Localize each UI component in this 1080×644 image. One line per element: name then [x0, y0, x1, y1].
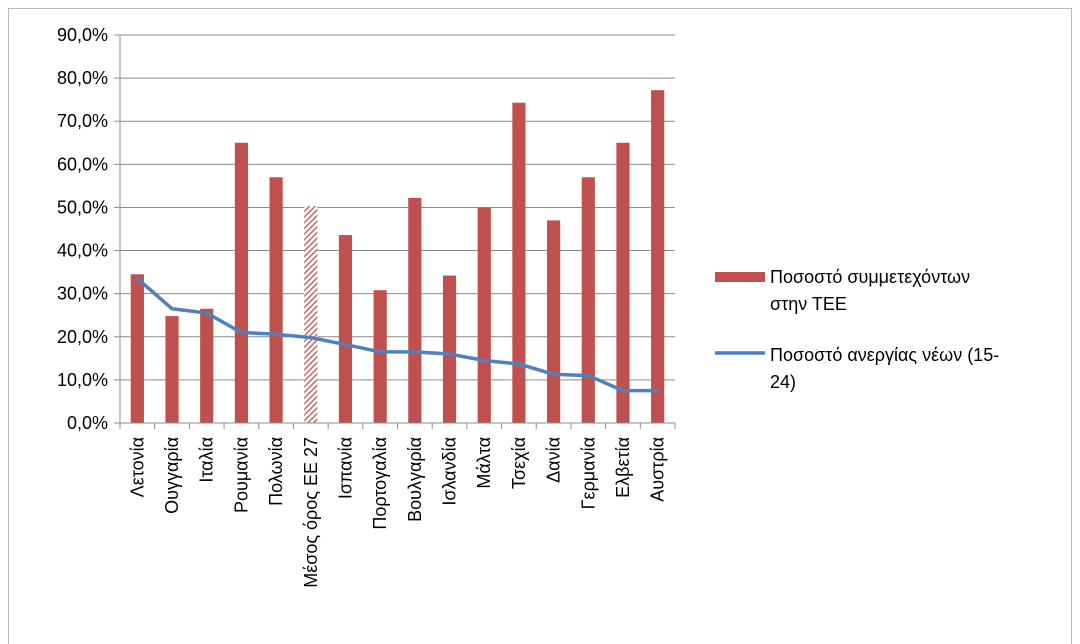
bar	[581, 177, 595, 423]
bar-eu-average	[304, 206, 318, 423]
x-category-label: Ρουμανία	[231, 437, 251, 513]
bar	[165, 316, 179, 423]
y-tick-label: 20,0%	[57, 327, 108, 347]
legend-label: 24)	[770, 372, 796, 392]
legend: Ποσοστό συμμετεχόντων στην ΤΕΕ Ποσοστό ανε…	[715, 267, 999, 392]
x-category-label: Γερμανία	[578, 437, 598, 509]
bar	[269, 177, 283, 423]
bar	[408, 197, 422, 423]
chart-frame	[8, 8, 1072, 644]
bar-series	[130, 90, 665, 423]
x-category-label: Τσεχία	[509, 437, 529, 489]
bar	[338, 235, 353, 423]
y-tick-label: 90,0%	[57, 25, 108, 45]
y-tick-label: 70,0%	[57, 111, 108, 131]
x-category-label: Αυστρία	[648, 437, 668, 502]
x-category-label: Βουλγαρία	[405, 437, 425, 522]
bar	[373, 290, 387, 423]
legend-label: στην ΤΕΕ	[770, 294, 847, 314]
x-category-label: Μάλτα	[474, 437, 494, 489]
bar	[200, 308, 214, 423]
x-category-label: Ουγγαρία	[162, 437, 182, 514]
bar	[130, 274, 144, 423]
bar	[651, 90, 665, 423]
y-tick-label: 0,0%	[67, 413, 108, 433]
legend-label: Ποσοστό συμμετεχόντων	[770, 267, 970, 287]
x-category-label: Λετονία	[127, 437, 147, 497]
bar	[616, 142, 630, 423]
x-category-label: Ιταλία	[197, 437, 217, 483]
y-tick-label: 80,0%	[57, 68, 108, 88]
x-category-label: Ελβετία	[613, 437, 633, 498]
y-tick-label: 10,0%	[57, 370, 108, 390]
y-tick-label: 50,0%	[57, 197, 108, 217]
x-category-label: Πολωνία	[266, 437, 286, 506]
x-category-label: Ισπανία	[335, 437, 355, 499]
bar	[234, 142, 248, 423]
y-axis: 0,0% 10,0% 20,0% 30,0% 40,0% 50,0% 60,0% 70,0% 8…	[57, 25, 121, 433]
x-category-label: Ισλανδία	[440, 437, 460, 506]
x-category-label: Πορτογαλία	[370, 437, 390, 530]
x-category-label: Μέσος όρος ΕΕ 27	[301, 437, 321, 588]
bar	[547, 220, 561, 423]
legend-swatch-bar	[715, 272, 765, 282]
bar	[477, 207, 491, 423]
x-axis: Λετονία Ουγγαρία Ιταλία Ρουμανία Πολωνία Μέσο…	[119, 422, 676, 588]
y-tick-label: 60,0%	[57, 154, 108, 174]
y-tick-label: 40,0%	[57, 241, 108, 261]
legend-label: Ποσοστό ανεργίας νέων (15-	[770, 345, 999, 365]
bar	[512, 102, 526, 423]
youth-unemployment-line	[135, 276, 660, 393]
line-series	[135, 276, 660, 393]
x-category-label: Δανία	[544, 437, 564, 483]
y-tick-label: 30,0%	[57, 284, 108, 304]
bar	[442, 275, 457, 423]
